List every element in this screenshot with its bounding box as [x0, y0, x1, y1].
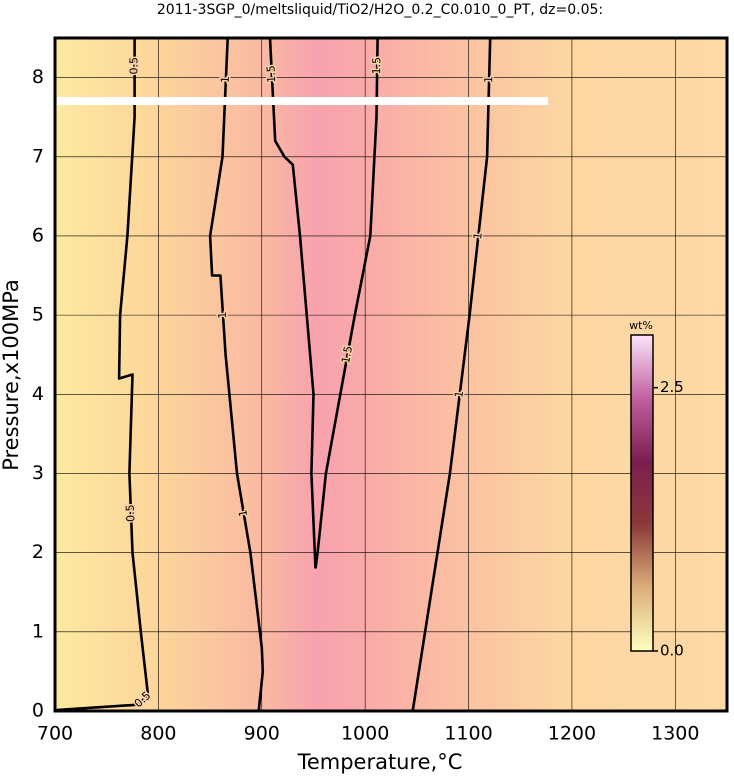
- y-tick-label: 5: [32, 304, 44, 326]
- contour-label: 1: [452, 390, 466, 399]
- y-tick-label: 4: [32, 383, 44, 405]
- white-band: [57, 97, 548, 105]
- y-axis-label: Pressure,x100MPa: [0, 279, 23, 471]
- y-tick-label: 6: [32, 224, 44, 246]
- contour-line: [208, 37, 265, 712]
- x-axis-label: Temperature,°C: [297, 750, 463, 774]
- y-tick-label: 7: [32, 145, 44, 167]
- contour-label: 1: [216, 311, 229, 319]
- x-tick-label: 800: [140, 723, 176, 745]
- field: [55, 38, 727, 711]
- y-tick-label: 8: [32, 66, 44, 88]
- contour-line: [314, 37, 379, 569]
- contour-label: 1.5: [339, 345, 355, 365]
- contour-label: 1: [482, 76, 495, 83]
- contour-label: 1.5: [264, 65, 278, 83]
- y-tick-label: 2: [32, 541, 44, 563]
- colorbar-tick-label: 0.0: [660, 642, 684, 660]
- y-tick-label: 0: [32, 700, 44, 722]
- x-tick-label: 1000: [341, 723, 389, 745]
- colorbar-label: wt%: [629, 319, 653, 332]
- contour-line: [54, 38, 150, 712]
- y-tick-label: 1: [32, 620, 44, 642]
- contour-line: [268, 37, 317, 569]
- contour-label: 1.5: [370, 57, 383, 75]
- x-tick-label: 700: [37, 723, 73, 745]
- contour-label: 1: [219, 76, 232, 84]
- colorbar-tick-label: 2.5: [660, 378, 684, 396]
- chart-title: 2011-3SGP_0/meltsliquid/TiO2/H2O_0.2_C0.…: [157, 2, 603, 18]
- x-tick-label: 900: [244, 723, 280, 745]
- x-tick-label: 1200: [548, 723, 596, 745]
- contour-label: 1: [471, 232, 485, 240]
- colorbar: [630, 334, 654, 652]
- y-tick-label: 3: [32, 462, 44, 484]
- contour-label: 0.5: [128, 57, 141, 75]
- x-tick-label: 1300: [651, 723, 699, 745]
- frame: [53, 36, 729, 713]
- x-tick-label: 1100: [444, 723, 492, 745]
- contour-label: 0.5: [124, 504, 138, 522]
- contour-line: [411, 37, 492, 712]
